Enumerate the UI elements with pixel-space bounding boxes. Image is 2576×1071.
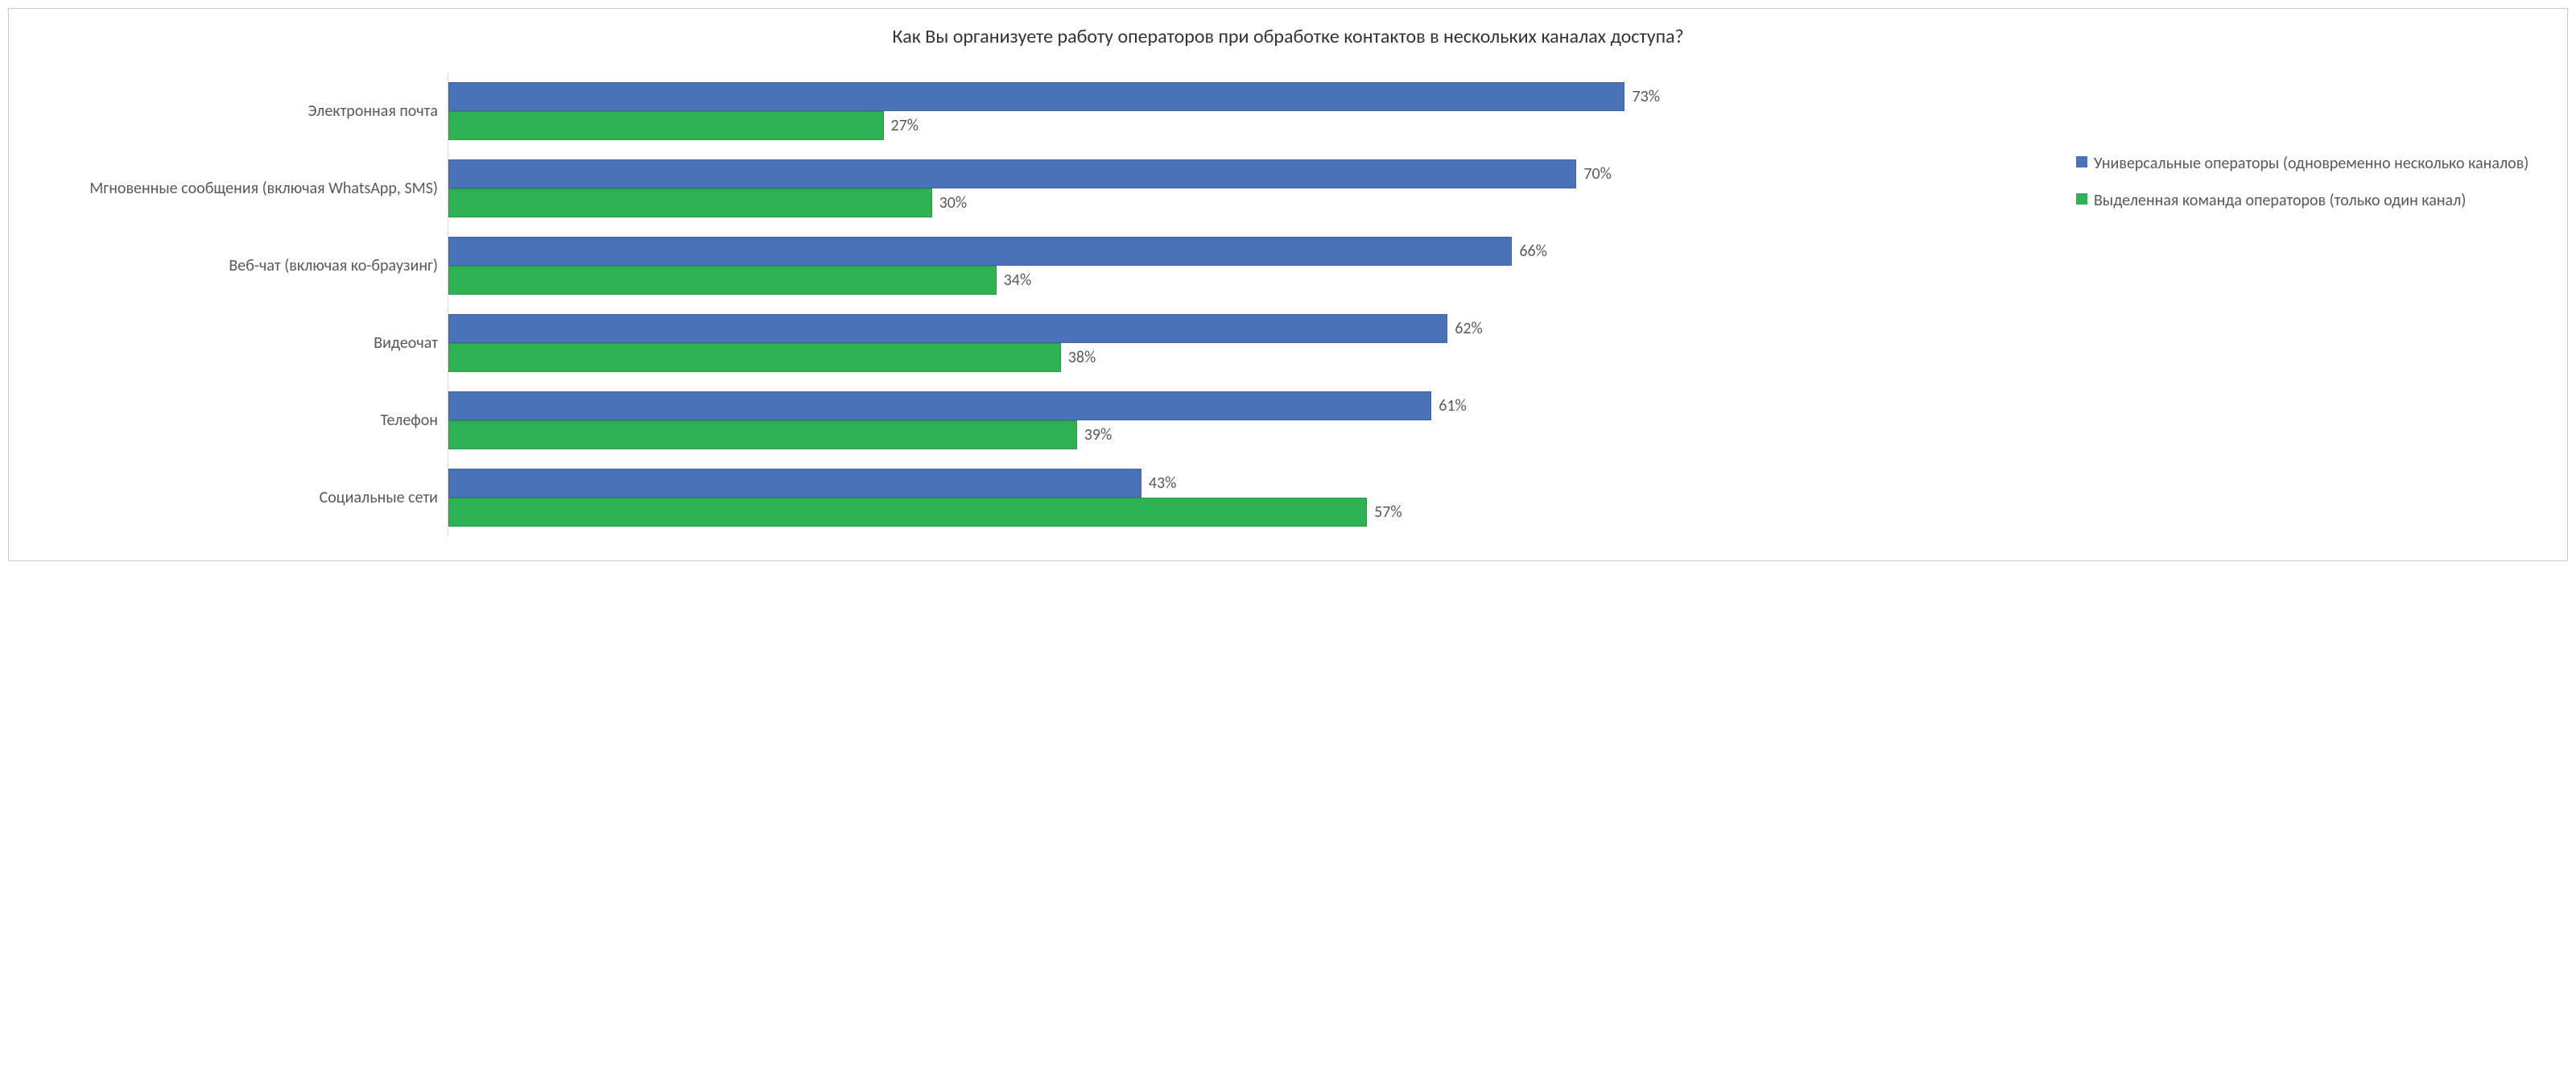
category-group: Социальные сети43%57% bbox=[17, 459, 2060, 536]
bar-value-label: 73% bbox=[1624, 87, 1660, 106]
category-group: Мгновенные сообщения (включая WhatsApp, … bbox=[17, 150, 2060, 227]
bar-value-label: 62% bbox=[1447, 319, 1483, 338]
y-axis-label: Социальные сети bbox=[17, 459, 448, 536]
bar: 66% bbox=[448, 237, 1512, 266]
bar-row: 27% bbox=[448, 111, 2060, 140]
legend-swatch bbox=[2076, 156, 2087, 167]
bar-row: 70% bbox=[448, 159, 2060, 188]
bar-row: 39% bbox=[448, 420, 2060, 449]
bar-value-label: 70% bbox=[1575, 164, 1612, 184]
legend-text: Универсальные операторы (одновременно не… bbox=[2094, 153, 2529, 174]
bar: 34% bbox=[448, 266, 997, 295]
category-group: Телефон61%39% bbox=[17, 382, 2060, 459]
bar-value-label: 66% bbox=[1511, 242, 1547, 261]
bar-row: 66% bbox=[448, 237, 2060, 266]
legend-item: Универсальные операторы (одновременно не… bbox=[2076, 153, 2559, 174]
category-group: Видеочат62%38% bbox=[17, 304, 2060, 382]
bar-value-label: 43% bbox=[1141, 473, 1177, 493]
bars-wrap: 73%27% bbox=[448, 72, 2060, 150]
chart-body: Электронная почта73%27%Мгновенные сообще… bbox=[17, 72, 2559, 536]
bar: 43% bbox=[448, 469, 1141, 498]
bar: 73% bbox=[448, 82, 1624, 111]
bar-value-label: 39% bbox=[1076, 425, 1113, 445]
bar-row: 62% bbox=[448, 314, 2060, 343]
chart-container: Как Вы организуете работу операторов при… bbox=[8, 8, 2568, 561]
bar-value-label: 61% bbox=[1430, 396, 1467, 416]
bar-value-label: 30% bbox=[931, 193, 968, 213]
bars-wrap: 61%39% bbox=[448, 382, 2060, 459]
y-axis-label: Видеочат bbox=[17, 304, 448, 382]
bar-row: 61% bbox=[448, 391, 2060, 420]
legend: Универсальные операторы (одновременно не… bbox=[2060, 72, 2559, 227]
plot-area: Электронная почта73%27%Мгновенные сообще… bbox=[17, 72, 2060, 536]
category-group: Электронная почта73%27% bbox=[17, 72, 2060, 150]
bar-row: 34% bbox=[448, 266, 2060, 295]
bar-value-label: 27% bbox=[883, 116, 919, 135]
bar-value-label: 38% bbox=[1060, 348, 1096, 367]
bar-row: 73% bbox=[448, 82, 2060, 111]
chart-title: Как Вы организуете работу операторов при… bbox=[17, 25, 2559, 48]
bar-value-label: 34% bbox=[996, 271, 1032, 290]
bar: 27% bbox=[448, 111, 884, 140]
y-axis-label: Телефон bbox=[17, 382, 448, 459]
bar-row: 43% bbox=[448, 469, 2060, 498]
bars-wrap: 62%38% bbox=[448, 304, 2060, 382]
category-group: Веб-чат (включая ко-браузинг)66%34% bbox=[17, 227, 2060, 304]
bar-row: 30% bbox=[448, 188, 2060, 217]
y-axis-label: Веб-чат (включая ко-браузинг) bbox=[17, 227, 448, 304]
bar-row: 57% bbox=[448, 498, 2060, 527]
y-axis-label: Мгновенные сообщения (включая WhatsApp, … bbox=[17, 150, 448, 227]
bar: 70% bbox=[448, 159, 1576, 188]
bars-wrap: 70%30% bbox=[448, 150, 2060, 227]
bar: 38% bbox=[448, 343, 1061, 372]
bar: 62% bbox=[448, 314, 1447, 343]
bar: 61% bbox=[448, 391, 1431, 420]
bars-wrap: 43%57% bbox=[448, 459, 2060, 536]
legend-item: Выделенная команда операторов (только од… bbox=[2076, 190, 2559, 211]
legend-swatch bbox=[2076, 193, 2087, 205]
bar-row: 38% bbox=[448, 343, 2060, 372]
bar-value-label: 57% bbox=[1366, 502, 1402, 522]
bar: 57% bbox=[448, 498, 1367, 527]
bar: 39% bbox=[448, 420, 1077, 449]
bars-wrap: 66%34% bbox=[448, 227, 2060, 304]
bar: 30% bbox=[448, 188, 932, 217]
legend-text: Выделенная команда операторов (только од… bbox=[2094, 190, 2466, 211]
y-axis-label: Электронная почта bbox=[17, 72, 448, 150]
